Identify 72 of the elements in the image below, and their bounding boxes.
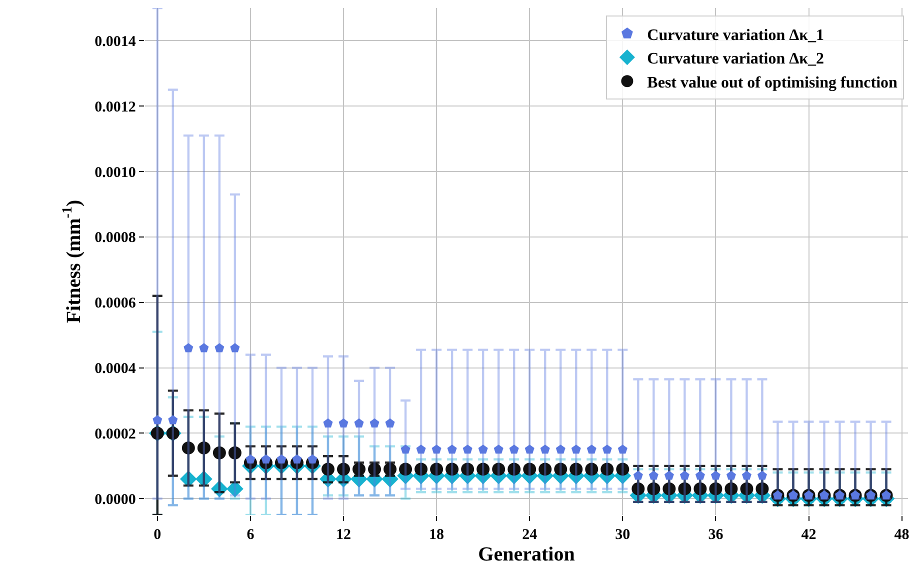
- point: [184, 343, 194, 352]
- point: [695, 470, 705, 480]
- point: [462, 444, 472, 454]
- legend-label: Curvature variation Δκ_2: [647, 50, 824, 68]
- x-tick-label: 24: [522, 527, 538, 544]
- point: [709, 482, 722, 496]
- x-tick-label: 30: [615, 527, 630, 544]
- x-axis-title: Generation: [478, 544, 575, 566]
- legend-label: Curvature variation Δκ_1: [647, 26, 824, 44]
- y-tick-label: 0.0012: [94, 99, 136, 116]
- point: [664, 470, 674, 480]
- point: [447, 444, 457, 454]
- x-tick-label: 42: [801, 527, 816, 544]
- point: [742, 470, 752, 480]
- x-tick-label: 12: [336, 527, 351, 544]
- point: [197, 441, 210, 454]
- point: [662, 482, 676, 496]
- point: [323, 418, 333, 428]
- point: [618, 444, 628, 454]
- y-tick-label: 0.0000: [94, 492, 136, 508]
- x-tick-label: 0: [154, 527, 162, 544]
- point: [632, 482, 645, 496]
- point: [710, 470, 720, 480]
- point: [540, 444, 550, 454]
- point: [370, 418, 380, 428]
- x-tick-label: 6: [246, 527, 255, 544]
- point: [757, 470, 767, 480]
- point: [804, 490, 814, 500]
- point: [432, 444, 442, 454]
- point: [678, 482, 692, 496]
- y-tick-label: 0.0006: [94, 296, 136, 312]
- y-tick-label: 0.0008: [94, 230, 136, 246]
- point: [726, 470, 736, 480]
- point: [168, 415, 178, 424]
- point: [509, 444, 519, 454]
- point: [152, 415, 162, 424]
- point: [680, 470, 690, 480]
- point: [400, 444, 410, 454]
- point: [214, 343, 224, 352]
- x-tick-label: 48: [894, 527, 910, 544]
- point: [756, 482, 769, 496]
- point: [182, 441, 195, 454]
- point: [337, 462, 350, 476]
- point: [633, 470, 643, 480]
- y-tick-label: 0.0014: [94, 34, 136, 50]
- y-tick-label: 0.0002: [94, 426, 136, 442]
- point: [338, 418, 348, 428]
- point: [586, 444, 596, 454]
- x-tick-label: 18: [429, 527, 444, 544]
- point: [647, 482, 660, 496]
- point: [478, 444, 488, 454]
- point: [524, 444, 534, 454]
- y-tick-label: 0.0004: [94, 361, 136, 378]
- x-tick-label: 36: [708, 527, 724, 544]
- point: [354, 418, 364, 428]
- point: [212, 446, 226, 460]
- point: [556, 444, 566, 454]
- point: [199, 343, 209, 352]
- legend-label: Best value out of optimising function: [647, 74, 898, 92]
- point: [571, 444, 581, 454]
- point: [740, 482, 754, 496]
- point: [230, 343, 240, 352]
- point: [648, 470, 658, 480]
- y-tick-label: 0.0010: [94, 164, 136, 181]
- point: [322, 462, 334, 476]
- point: [602, 444, 612, 454]
- point: [385, 418, 395, 428]
- point: [416, 444, 426, 454]
- point: [724, 482, 738, 496]
- point: [228, 446, 242, 460]
- point: [694, 482, 707, 496]
- point: [494, 444, 504, 454]
